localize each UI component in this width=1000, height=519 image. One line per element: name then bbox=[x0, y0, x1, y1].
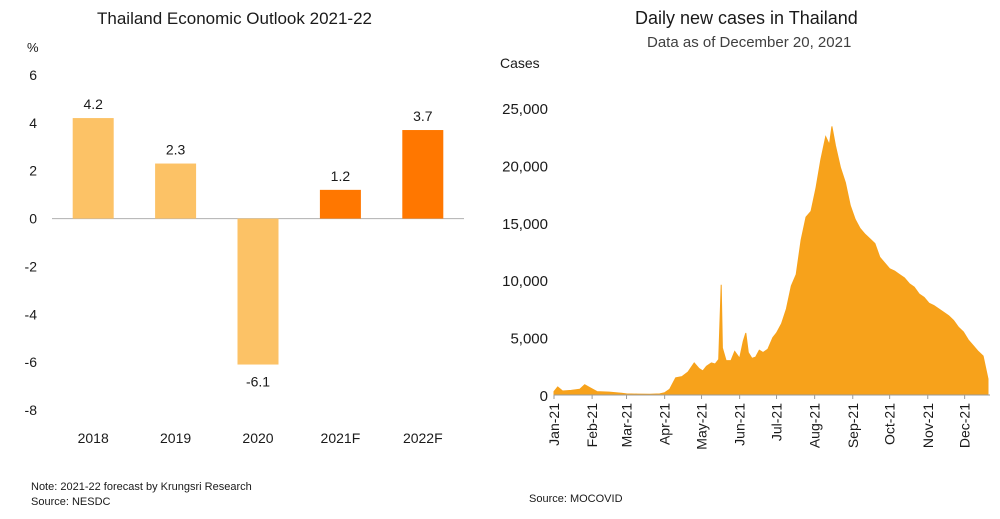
covid-x-tick-label: Apr-21 bbox=[657, 403, 673, 445]
gdp-y-tick-label: -6 bbox=[25, 354, 38, 370]
covid-x-tick-label: Oct-21 bbox=[882, 403, 898, 445]
gdp-chart-title: Thailand Economic Outlook 2021-22 bbox=[97, 9, 372, 28]
covid-x-tick-label: Nov-21 bbox=[920, 403, 936, 448]
covid-x-tick-label: May-21 bbox=[694, 403, 710, 450]
gdp-chart-source: Source: NESDC bbox=[31, 496, 111, 508]
gdp-data-label: 3.7 bbox=[413, 108, 433, 124]
gdp-data-label: 4.2 bbox=[83, 96, 103, 112]
covid-x-tick-label: Aug-21 bbox=[807, 403, 823, 448]
gdp-bar bbox=[155, 163, 197, 219]
gdp-y-tick-label: -8 bbox=[25, 402, 38, 418]
gdp-y-tick-label: 0 bbox=[29, 211, 37, 227]
covid-chart-source: Source: MOCOVID bbox=[529, 493, 623, 505]
gdp-x-tick-label: 2019 bbox=[160, 430, 191, 446]
gdp-x-tick-label: 2021F bbox=[321, 430, 361, 446]
covid-y-tick-label: 5,000 bbox=[510, 331, 548, 348]
covid-x-tick-label: Sep-21 bbox=[845, 403, 861, 448]
gdp-bar-chart: 6 4 2 0 -2 -4 -6 -8 4.2 2018 2.3 2019 -6.1 2020 1.2 202… bbox=[25, 67, 464, 446]
covid-x-tick-label: Jul-21 bbox=[769, 403, 785, 441]
covid-x-tick-label: Jan-21 bbox=[546, 403, 562, 446]
covid-y-tick-label: 0 bbox=[540, 388, 548, 405]
covid-cases-area bbox=[553, 126, 989, 396]
covid-chart-title: Daily new cases in Thailand bbox=[635, 8, 858, 28]
covid-x-tick-label: Dec-21 bbox=[957, 403, 973, 448]
gdp-data-label: 2.3 bbox=[166, 142, 186, 158]
covid-y-axis-label: Cases bbox=[500, 55, 540, 71]
gdp-y-axis-label: % bbox=[27, 40, 39, 55]
gdp-chart-note: Note: 2021-22 forecast by Krungsri Resea… bbox=[31, 481, 252, 493]
gdp-x-tick-label: 2018 bbox=[78, 430, 109, 446]
gdp-bar bbox=[72, 118, 114, 219]
covid-chart-panel: Daily new cases in Thailand Data as of D… bbox=[490, 0, 1000, 519]
gdp-bar bbox=[319, 189, 361, 219]
gdp-y-tick-label: -4 bbox=[25, 306, 38, 322]
covid-y-tick-label: 25,000 bbox=[502, 101, 548, 118]
covid-y-tick-label: 20,000 bbox=[502, 158, 548, 175]
gdp-x-tick-label: 2022F bbox=[403, 430, 443, 446]
covid-x-tick-label: Feb-21 bbox=[584, 403, 600, 448]
covid-x-tick-label: Jun-21 bbox=[732, 403, 748, 446]
gdp-y-tick-label: 4 bbox=[29, 115, 37, 131]
covid-y-tick-label: 10,000 bbox=[502, 273, 548, 290]
gdp-y-tick-label: 2 bbox=[29, 163, 37, 179]
covid-y-tick-label: 15,000 bbox=[502, 216, 548, 233]
gdp-y-tick-label: -2 bbox=[25, 258, 38, 274]
gdp-y-tick-label: 6 bbox=[29, 67, 37, 83]
covid-chart-subtitle: Data as of December 20, 2021 bbox=[647, 34, 852, 51]
gdp-x-tick-label: 2020 bbox=[242, 430, 273, 446]
gdp-data-label: -6.1 bbox=[246, 374, 270, 390]
gdp-bar bbox=[237, 218, 279, 365]
gdp-data-label: 1.2 bbox=[331, 168, 351, 184]
covid-x-tick-label: Mar-21 bbox=[619, 403, 635, 448]
gdp-bar bbox=[402, 130, 444, 219]
